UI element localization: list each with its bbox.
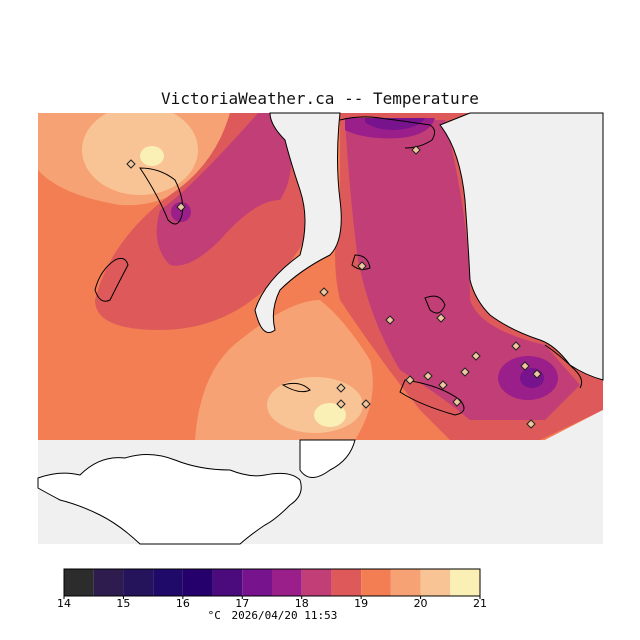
legend-swatch xyxy=(301,569,332,596)
legend-footer: °C 2026/04/20 11:53 xyxy=(0,609,545,622)
station-marker[interactable] xyxy=(336,399,346,409)
landmass-coast xyxy=(299,439,356,478)
legend-unit: °C xyxy=(207,609,221,622)
station-marker[interactable] xyxy=(385,315,395,325)
olympic-peninsula xyxy=(37,454,302,545)
legend-swatch xyxy=(153,569,183,596)
station-marker[interactable] xyxy=(532,369,542,379)
station-marker[interactable] xyxy=(423,371,433,381)
station-marker[interactable] xyxy=(526,419,536,429)
island-outline xyxy=(399,379,465,416)
station-marker[interactable] xyxy=(511,341,521,351)
contour-band xyxy=(267,377,363,433)
station-marker[interactable] xyxy=(438,380,448,390)
legend-swatch xyxy=(64,569,94,596)
contour-band xyxy=(140,146,164,166)
legend-swatch xyxy=(420,569,451,596)
station-marker[interactable] xyxy=(361,399,371,409)
southeast-water xyxy=(300,410,603,544)
legend-tick-label: 18 xyxy=(295,597,309,610)
station-marker[interactable] xyxy=(319,287,329,297)
legend-swatch xyxy=(361,569,391,596)
station-marker[interactable] xyxy=(471,351,481,361)
station-marker[interactable] xyxy=(336,383,346,393)
legend-swatch xyxy=(450,569,480,596)
station-marker[interactable] xyxy=(126,159,136,169)
legend-timestamp: 2026/04/20 11:53 xyxy=(231,609,338,622)
legend-ticks: 14 15 16 17 18 19 20 21 xyxy=(57,596,487,610)
station-marker[interactable] xyxy=(436,313,446,323)
contour-band xyxy=(520,368,544,388)
contour-band xyxy=(345,120,580,420)
island-outline xyxy=(424,295,446,314)
island-outline xyxy=(281,382,311,393)
legend-swatch xyxy=(123,569,154,596)
station-marker[interactable] xyxy=(357,261,367,271)
legend-swatch xyxy=(390,569,421,596)
island-outline xyxy=(139,167,184,225)
station-marker[interactable] xyxy=(460,367,470,377)
legend-swatch xyxy=(93,569,124,596)
legend-tick-label: 17 xyxy=(235,597,249,610)
coastline xyxy=(544,344,583,389)
legend-swatch xyxy=(272,569,302,596)
legend-swatch xyxy=(242,569,272,596)
station-marker[interactable] xyxy=(411,145,421,155)
station-markers xyxy=(126,145,542,429)
station-marker[interactable] xyxy=(405,375,415,385)
coastline xyxy=(339,116,436,149)
contour-band xyxy=(156,113,292,266)
legend-swatch xyxy=(182,569,213,596)
contour-band xyxy=(365,118,425,130)
legend-tick-label: 21 xyxy=(473,597,487,610)
contour-band xyxy=(171,202,191,222)
contour-band xyxy=(314,403,346,427)
color-legend xyxy=(63,568,481,597)
legend-tick-label: 16 xyxy=(176,597,190,610)
contour-band xyxy=(82,113,198,195)
channel-water xyxy=(254,112,342,333)
island-outline xyxy=(94,257,129,302)
legend-swatch xyxy=(331,569,362,596)
legend-tick-label: 20 xyxy=(414,597,428,610)
island-outline xyxy=(351,254,371,270)
station-marker[interactable] xyxy=(520,361,530,371)
legend-frame xyxy=(63,568,481,597)
map-title: VictoriaWeather.ca -- Temperature xyxy=(161,89,479,108)
temperature-field xyxy=(38,113,603,440)
station-marker[interactable] xyxy=(452,397,462,407)
legend-tick-label: 19 xyxy=(354,597,368,610)
legend-tick-label: 14 xyxy=(57,597,71,610)
station-marker[interactable] xyxy=(176,202,186,212)
legend-swatch xyxy=(212,569,243,596)
legend-tick-label: 15 xyxy=(116,597,130,610)
